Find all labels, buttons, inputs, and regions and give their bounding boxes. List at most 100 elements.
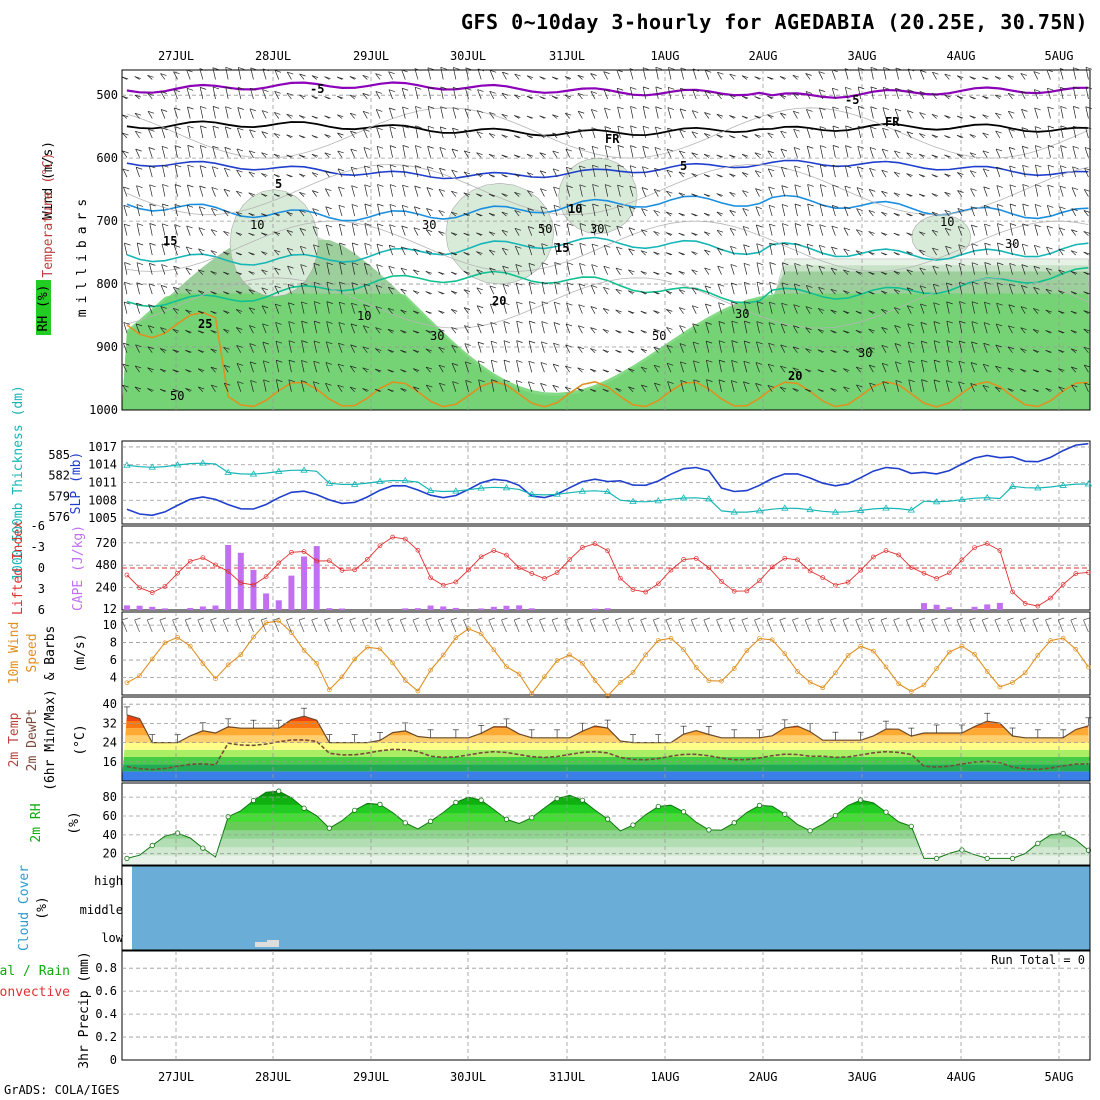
wind-barb-flag: [162, 223, 169, 227]
surface-wind-barb-flag: [1083, 617, 1090, 621]
wind-barb-flag: [185, 388, 192, 391]
wind-barb: [616, 246, 621, 256]
wind-barb: [389, 184, 393, 197]
wind-barb: [476, 152, 482, 158]
wind-barb: [807, 165, 811, 178]
wind-speed-marker: [554, 658, 560, 663]
wind-barb: [262, 89, 267, 100]
wind-barb-flag: [527, 226, 535, 229]
wind-barb-flag: [678, 212, 685, 216]
wind-barb: [1046, 246, 1051, 256]
wind-barb-flag: [415, 87, 422, 90]
wind-barb-flag: [210, 310, 217, 314]
wind-barb-flag: [792, 346, 800, 350]
wind-barb-flag: [729, 115, 736, 118]
wind-barb-flag: [565, 130, 572, 134]
wind-barb-flag: [716, 154, 723, 158]
wind-barb-flag: [236, 190, 243, 194]
wind-barb-flag: [668, 67, 675, 70]
wind-barb-flag: [642, 67, 650, 71]
temperature-line: [126, 714, 1089, 744]
wind-barb-flag: [552, 363, 560, 367]
wind-barb-flag: [567, 223, 574, 226]
surface-wind-barb-flag: [210, 617, 217, 621]
wind-barb: [845, 145, 849, 158]
wind-barb: [414, 87, 419, 100]
wind-barb-flag: [338, 186, 345, 190]
wind-barb: [995, 148, 1001, 158]
ylabel-wind-units: (m/s): [73, 633, 88, 672]
wind-barb: [337, 385, 343, 392]
wind-barb-flag: [248, 307, 256, 311]
wind-barb-flag: [276, 359, 283, 363]
wind-barb-flag: [300, 264, 307, 267]
wind-barb-flag: [818, 265, 825, 269]
wind-barb: [1072, 86, 1077, 100]
wind-barb: [933, 379, 937, 392]
surface-wind-barb: [665, 619, 672, 633]
wind-barb: [349, 112, 355, 119]
surface-wind-barb-flag: [260, 617, 268, 621]
wind-barb: [566, 282, 571, 295]
surface-wind-barb: [766, 619, 773, 633]
lifted-index-marker: [845, 579, 851, 585]
wind-barb-flag: [324, 152, 331, 156]
wind-barb-flag: [996, 166, 1003, 170]
wind-barb-flag: [249, 343, 256, 346]
wind-barb-flag: [615, 330, 622, 333]
top-date-label: 28JUL: [255, 49, 291, 63]
wind-barb-flag: [326, 301, 333, 304]
wind-barb-flag: [754, 134, 761, 137]
wind-barb: [161, 223, 166, 236]
surface-wind-barb-flag: [602, 617, 609, 621]
lifted-index-tick: 0: [38, 561, 45, 575]
wind-barb-flag: [566, 282, 573, 286]
wind-barb-flag: [691, 269, 698, 273]
wind-barb-flag: [706, 379, 713, 382]
wind-barb-flag: [415, 125, 422, 129]
wind-barb-flag: [400, 369, 407, 372]
wind-barb-flag: [489, 91, 496, 94]
wind-barb-flag: [756, 301, 764, 304]
wind-barb: [604, 126, 609, 139]
cape-bar: [301, 556, 308, 610]
wind-barb-flag: [780, 112, 787, 116]
wind-barb-flag: [490, 69, 497, 73]
surface-wind-barb: [501, 619, 507, 633]
wind-barb-flag: [641, 229, 648, 232]
wind-barb-flag: [959, 281, 966, 285]
wind-barb: [969, 152, 975, 158]
wind-barb-flag: [729, 135, 736, 138]
wind-barb-flag: [235, 290, 243, 294]
wind-barb: [781, 282, 786, 295]
wind-barb: [616, 69, 621, 80]
wind-barb-flag: [716, 193, 723, 196]
wind-barb: [996, 303, 1001, 314]
wind-barb-flag: [235, 252, 243, 255]
wind-barb: [679, 108, 684, 119]
wind-barb-flag: [464, 129, 471, 133]
wind-barb-flag: [1007, 367, 1014, 371]
wind-barb-flag: [843, 310, 850, 314]
surface-wind-barb: [184, 619, 191, 633]
wind-barb-flag: [326, 321, 333, 324]
wind-barb: [262, 360, 267, 373]
wind-barb-flag: [212, 86, 220, 90]
wind-barb-flag: [995, 386, 1002, 390]
wind-barb: [326, 281, 330, 295]
wind-barb-flag: [439, 167, 446, 171]
wind-barb: [705, 322, 710, 334]
wind-barb: [944, 228, 950, 236]
wind-barb-flag: [592, 203, 599, 207]
wind-barb: [389, 145, 393, 158]
wind-barb: [831, 88, 836, 100]
wind-barb-flag: [273, 193, 281, 197]
wind-barb-flag: [489, 267, 496, 271]
wind-barb: [223, 328, 229, 334]
wind-barb-flag: [969, 76, 976, 80]
wind-barb: [338, 223, 343, 236]
wind-barb: [198, 227, 204, 236]
surface-wind-barb-flag: [134, 617, 141, 621]
wind-barb: [425, 348, 431, 353]
lifted-index-marker: [1048, 595, 1053, 601]
